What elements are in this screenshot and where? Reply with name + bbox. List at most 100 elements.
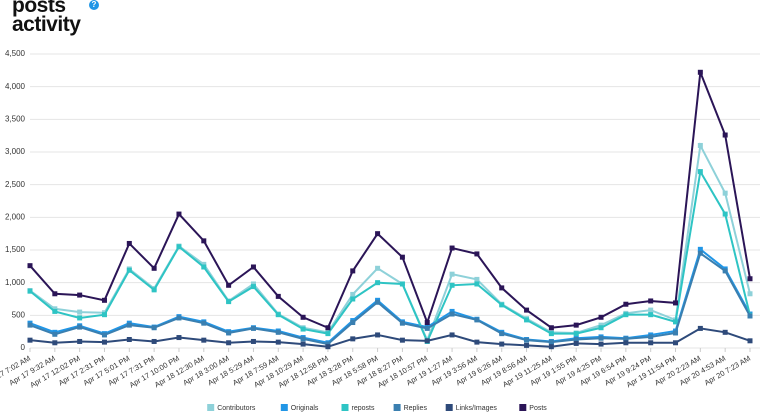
y-tick-label: 4,500 — [5, 49, 26, 58]
point — [424, 325, 430, 331]
point — [648, 340, 654, 346]
point — [350, 296, 356, 302]
point — [474, 317, 480, 323]
point — [623, 312, 629, 318]
point — [151, 287, 157, 293]
y-tick-label: 0 — [21, 343, 26, 352]
point — [275, 329, 281, 335]
point — [449, 271, 455, 277]
point — [325, 341, 331, 347]
series-line — [29, 71, 751, 330]
point — [697, 250, 703, 256]
point — [673, 319, 679, 325]
point — [648, 312, 654, 318]
point — [151, 338, 157, 344]
series-line — [29, 142, 751, 343]
point — [250, 325, 256, 331]
point — [151, 325, 157, 331]
point — [77, 292, 83, 298]
legend-swatch — [519, 404, 527, 411]
y-tick-label: 1,500 — [5, 245, 26, 254]
point — [648, 334, 654, 340]
point — [697, 246, 703, 252]
point — [77, 309, 83, 315]
point — [573, 340, 579, 346]
point — [226, 299, 232, 305]
point — [77, 324, 83, 330]
point — [201, 238, 207, 244]
point — [126, 267, 132, 273]
point — [598, 322, 604, 328]
point — [77, 338, 83, 344]
point — [499, 331, 505, 337]
point — [176, 335, 182, 341]
point — [52, 306, 58, 312]
point — [350, 336, 356, 342]
point — [499, 285, 505, 291]
point — [101, 332, 107, 338]
point — [722, 268, 728, 274]
y-tick-label: 500 — [12, 310, 26, 319]
point — [697, 69, 703, 75]
point — [722, 132, 728, 138]
point — [275, 312, 281, 318]
point — [300, 341, 306, 347]
point — [524, 317, 530, 323]
point — [548, 331, 554, 337]
point — [449, 311, 455, 317]
point — [747, 291, 753, 297]
point — [598, 325, 604, 331]
point — [573, 322, 579, 328]
point — [722, 329, 728, 335]
point — [226, 340, 232, 346]
point — [226, 330, 232, 336]
point — [524, 337, 530, 343]
point — [747, 313, 753, 319]
point — [52, 291, 58, 297]
point — [375, 332, 381, 338]
point — [27, 263, 33, 269]
point — [573, 337, 579, 343]
point — [201, 264, 207, 270]
help-icon[interactable]: ? — [89, 0, 99, 10]
point — [201, 261, 207, 267]
point — [350, 268, 356, 274]
point — [275, 293, 281, 299]
point — [399, 337, 405, 343]
point — [524, 307, 530, 313]
point — [325, 325, 331, 331]
point — [101, 297, 107, 303]
point — [325, 344, 331, 350]
point — [598, 314, 604, 320]
point — [101, 339, 107, 345]
legend-swatch — [341, 404, 349, 411]
legend-label: Originals — [291, 405, 319, 412]
y-tick-label: 1,000 — [5, 278, 26, 287]
point — [27, 337, 33, 343]
point — [697, 169, 703, 175]
point — [424, 320, 430, 326]
point — [598, 341, 604, 347]
point — [747, 276, 753, 282]
point — [697, 142, 703, 148]
point — [52, 340, 58, 346]
point — [375, 231, 381, 237]
legend-label: reposts — [352, 405, 375, 412]
point — [449, 332, 455, 338]
point — [77, 315, 83, 321]
series-line — [29, 327, 751, 348]
point — [548, 325, 554, 331]
point — [548, 344, 554, 350]
point — [250, 284, 256, 290]
point — [27, 322, 33, 328]
legend-swatch — [207, 404, 215, 411]
y-tick-label: 2,000 — [5, 212, 26, 221]
point — [722, 211, 728, 217]
point — [424, 338, 430, 344]
point — [325, 331, 331, 337]
point — [300, 336, 306, 342]
legend-swatch — [393, 404, 401, 411]
point — [499, 302, 505, 308]
